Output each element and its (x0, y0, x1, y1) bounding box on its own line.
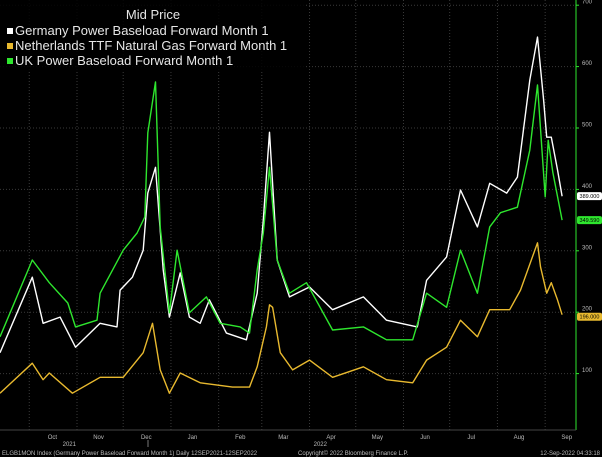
last-value-labels: 389.000 196.000 349.590 (577, 192, 602, 321)
series-line-2 (0, 81, 563, 341)
x-tick-label: Dec (141, 435, 152, 441)
last-value-badge-1 (577, 312, 602, 321)
last-value-badge-2 (577, 216, 602, 225)
x-tick-label: Apr (326, 435, 335, 441)
y-tick-label: 700 (582, 0, 593, 6)
y-tick-label: 200 (582, 307, 593, 313)
y-tick-label: 400 (582, 184, 593, 190)
last-value-badge-0 (577, 192, 602, 201)
footer-timestamp: 12-Sep-2022 04:33:18 (540, 451, 600, 457)
y-tick-label: 600 (582, 61, 593, 67)
x-tick-label: Jul (467, 435, 475, 441)
y-tick-label: 100 (582, 368, 593, 374)
legend-background (0, 0, 305, 70)
series-group (0, 36, 563, 394)
x-tick-label: May (372, 435, 383, 441)
x-tick-label: Mar (278, 435, 288, 441)
legend-swatch-germany (7, 28, 13, 34)
chart-title: Mid Price (126, 7, 180, 22)
series-line-0 (0, 36, 563, 353)
x-tick-label: Aug (514, 435, 525, 441)
footer-ticker: ELGB1MON Index (Germany Power Baseload F… (2, 451, 258, 457)
y-tick-label: 300 (582, 245, 593, 251)
series-line-1 (0, 242, 563, 394)
x-tick-label: Feb (235, 435, 246, 441)
year-label: 2022 (314, 442, 328, 448)
x-tick-label: Jan (188, 435, 198, 441)
legend-swatch-ttf (7, 43, 13, 49)
x-axis-ticks: SepOctNovDecJanFebMarAprMayJunJulAugSep2… (48, 435, 573, 448)
legend: Mid Price Germany Power Baseload Forward… (0, 0, 305, 70)
last-value-text-0: 389.000 (580, 194, 600, 200)
last-value-text-1: 196.000 (580, 315, 600, 321)
y-axis-ticks: 100 200 300 400 500 600 700 (576, 0, 593, 375)
x-tick-label: Jun (420, 435, 430, 441)
x-tick-label: Nov (93, 435, 104, 441)
last-value-text-2: 349.590 (580, 218, 600, 224)
y-tick-label: 500 (582, 123, 593, 129)
legend-swatch-uk (7, 58, 13, 64)
x-tick-label: Sep (561, 435, 572, 441)
legend-label-ttf: Netherlands TTF Natural Gas Forward Mont… (15, 38, 287, 53)
footer-copyright: Copyright© 2022 Bloomberg Finance L.P. (298, 450, 409, 457)
legend-label-uk: UK Power Baseload Forward Month 1 (15, 53, 233, 68)
legend-label-germany: Germany Power Baseload Forward Month 1 (15, 23, 269, 38)
year-label: 2021 (63, 442, 77, 448)
x-tick-label: Oct (48, 435, 58, 441)
